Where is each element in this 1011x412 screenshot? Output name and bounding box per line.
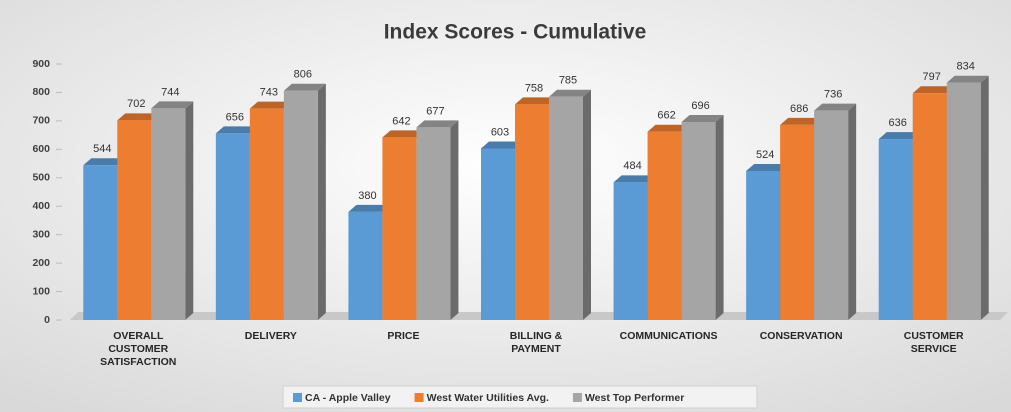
bar	[348, 211, 383, 320]
bar	[215, 133, 250, 320]
bar-top	[946, 75, 989, 83]
value-label: 702	[127, 98, 145, 110]
bar-top	[613, 175, 656, 183]
bar	[83, 165, 118, 320]
legend-box	[282, 385, 758, 409]
bar	[283, 90, 318, 320]
bar	[814, 110, 849, 320]
bar	[681, 122, 716, 320]
x-tick-label: OVERALL CUSTOMER SATISFACTION	[100, 330, 176, 368]
bar-side	[450, 120, 459, 320]
value-label: 736	[824, 89, 842, 101]
value-label: 662	[657, 110, 675, 122]
bar	[613, 182, 648, 320]
value-label: 806	[294, 69, 312, 81]
bar-side	[715, 115, 724, 320]
y-tick-label: 300	[32, 228, 50, 240]
bar	[249, 108, 284, 320]
value-label: 544	[93, 143, 111, 155]
x-tick-label: CUSTOMER SERVICE	[904, 330, 964, 355]
x-tick-label: CONSERVATION	[760, 330, 843, 342]
bar	[117, 120, 152, 320]
value-label: 642	[392, 115, 410, 127]
value-label: 603	[491, 126, 509, 138]
y-tick-label: 500	[32, 172, 50, 184]
legend-label: West Water Utilities Avg.	[427, 392, 549, 404]
bar-top	[647, 124, 690, 132]
bar-top	[814, 103, 857, 111]
value-label: 656	[226, 111, 244, 123]
bar	[151, 108, 186, 320]
bar	[481, 148, 515, 320]
bar-top	[746, 163, 789, 171]
value-label: 696	[691, 100, 709, 112]
bar-top	[382, 130, 425, 138]
bar	[746, 170, 781, 320]
value-label: 744	[161, 86, 179, 98]
bar	[382, 137, 417, 320]
value-label: 677	[426, 105, 444, 117]
legend-swatch	[293, 393, 302, 402]
bar-top	[348, 204, 391, 212]
bar-side	[185, 101, 194, 320]
bar-side	[980, 75, 989, 320]
bar	[780, 124, 815, 320]
value-label: 743	[260, 87, 278, 99]
bar	[946, 82, 981, 320]
bar-top	[681, 115, 724, 123]
bar-top	[249, 101, 292, 109]
chart-title: Index Scores - Cumulative	[384, 21, 647, 44]
value-label: 484	[623, 160, 641, 172]
bar-top	[83, 158, 126, 166]
x-tick-label: COMMUNICATIONS	[620, 330, 718, 342]
bar	[549, 96, 583, 320]
value-label: 785	[559, 75, 577, 87]
y-tick-label: 200	[32, 257, 50, 269]
value-label: 636	[889, 117, 907, 129]
y-tick-label: 0	[44, 314, 50, 326]
bar-side	[583, 89, 591, 320]
bar	[878, 139, 913, 320]
bar	[515, 104, 549, 320]
y-tick-label: 800	[32, 86, 50, 98]
x-tick-label: BILLING & PAYMENT	[510, 330, 563, 355]
value-label: 834	[957, 61, 975, 73]
legend-label: West Top Performer	[585, 392, 684, 404]
bar-top	[151, 101, 194, 109]
legend-label: CA - Apple Valley	[305, 392, 391, 404]
value-label: 524	[756, 149, 774, 161]
legend-swatch	[572, 393, 582, 402]
bar-side	[317, 83, 326, 320]
y-tick-label: 400	[32, 200, 50, 212]
bar-top	[215, 126, 258, 134]
value-label: 686	[790, 103, 808, 115]
bar	[416, 127, 451, 320]
bar-top	[549, 89, 591, 97]
bar-top	[780, 117, 823, 125]
value-label: 758	[525, 82, 543, 94]
y-tick-label: 600	[32, 143, 50, 155]
y-tick-label: 900	[32, 58, 50, 70]
value-label: 380	[358, 190, 376, 202]
bar-top	[878, 132, 921, 140]
bar-top	[515, 97, 557, 105]
bar	[647, 131, 682, 320]
bar-top	[416, 120, 459, 128]
y-tick-label: 100	[32, 285, 50, 297]
value-label: 797	[923, 71, 941, 83]
bar-side	[848, 103, 857, 320]
bar-top	[912, 86, 955, 94]
bar-top	[481, 141, 523, 149]
bar-top	[283, 83, 326, 91]
bar-top	[117, 113, 160, 121]
x-tick-label: DELIVERY	[245, 330, 297, 342]
bar	[912, 93, 947, 320]
y-tick-label: 700	[32, 115, 50, 127]
legend-swatch	[414, 393, 424, 402]
x-tick-label: PRICE	[387, 330, 419, 342]
